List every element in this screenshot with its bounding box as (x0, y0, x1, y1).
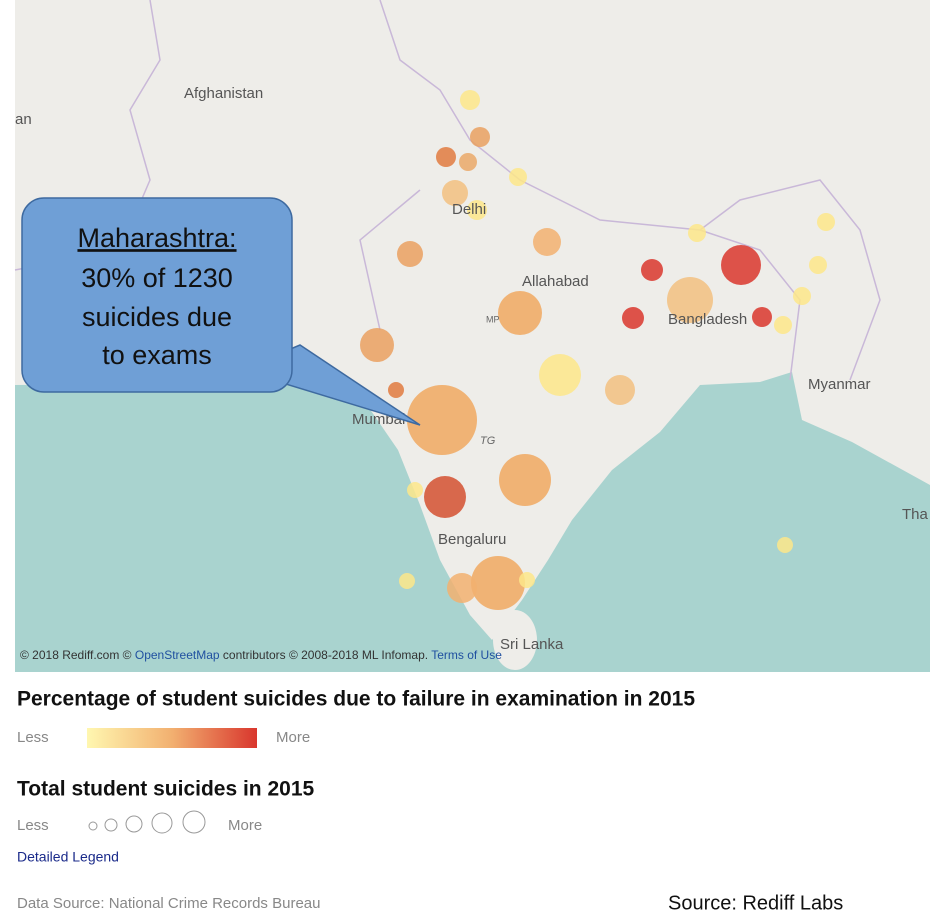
bubble (777, 537, 793, 553)
bubble (605, 375, 635, 405)
color-scale (87, 728, 257, 748)
legend-title: Total student suicides in 2015 (17, 778, 315, 801)
attribution: © 2018 Rediff.com © OpenStreetMap contri… (20, 648, 502, 662)
attribution-text: contributors © 2008-2018 ML Infomap. (220, 648, 432, 662)
data-source: Data Source: National Crime Records Bure… (17, 895, 320, 912)
bubble (509, 168, 527, 186)
bubble (721, 245, 761, 285)
bubble (360, 328, 394, 362)
bubble (447, 573, 477, 603)
callout-box (21, 197, 293, 393)
bubble (397, 241, 423, 267)
size-circle (125, 815, 143, 833)
bubble (399, 573, 415, 589)
map-label: Allahabad (522, 273, 589, 290)
bubble (459, 153, 477, 171)
bubble (470, 127, 490, 147)
map-label: Tha (902, 506, 929, 523)
bubble (499, 454, 551, 506)
bubble (442, 180, 468, 206)
size-circle (104, 818, 118, 832)
bubble (407, 482, 423, 498)
callout-line: to exams (102, 340, 212, 370)
legend-more: More (276, 729, 310, 746)
bubble (388, 382, 404, 398)
bubble (817, 213, 835, 231)
bubble (498, 291, 542, 335)
callout-line: 30% of 1230 (81, 263, 233, 293)
map-label: Afghanistan (184, 85, 263, 102)
bubble (752, 307, 772, 327)
bubble (622, 307, 644, 329)
source: Source: Rediff Labs (668, 892, 843, 912)
detailed-legend-link[interactable]: Detailed Legend (17, 849, 119, 865)
bubble (641, 259, 663, 281)
legend-less: Less (17, 729, 49, 746)
size-circle (88, 821, 98, 831)
bubble (688, 224, 706, 242)
bubble (667, 277, 713, 323)
legend-title: Percentage of student suicides due to fa… (17, 688, 695, 711)
map-label: Delhi (452, 201, 486, 218)
borders (14, 0, 881, 381)
callout-heading: Maharashtra: (77, 223, 236, 253)
sea (15, 372, 930, 672)
map-label: Sri Lanka (500, 636, 564, 653)
legend-less: Less (17, 817, 49, 834)
terms-link[interactable]: Terms of Use (431, 648, 502, 662)
map-label: MP (486, 314, 500, 324)
bubble (533, 228, 561, 256)
legend-more: More (228, 817, 262, 834)
bubble (774, 316, 792, 334)
bubble (539, 354, 581, 396)
size-circle (151, 812, 173, 834)
callout-line: suicides due (82, 302, 232, 332)
bubble (519, 572, 535, 588)
size-circle (182, 810, 206, 834)
map-label: Bangladesh (668, 311, 747, 328)
map-label: TG (480, 435, 496, 447)
bubble (460, 90, 480, 110)
bubble (471, 556, 525, 610)
bubble (407, 385, 477, 455)
bubble (424, 476, 466, 518)
attribution-text: © 2018 Rediff.com © (20, 648, 135, 662)
map: Afghanistan an Delhi Allahabad Banglades… (14, 0, 930, 672)
island (493, 610, 537, 670)
map-label: Bengaluru (438, 531, 506, 548)
map-label: Myanmar (808, 376, 871, 393)
bubble (809, 256, 827, 274)
bubble (436, 147, 456, 167)
bubble (467, 200, 487, 220)
osm-link[interactable]: OpenStreetMap (135, 648, 220, 662)
bubbles (360, 90, 835, 610)
size-scale (88, 810, 206, 834)
map-label: an (15, 111, 32, 128)
bubble (793, 287, 811, 305)
callout: Maharashtra: 30% of 1230 suicides due to… (21, 197, 421, 426)
